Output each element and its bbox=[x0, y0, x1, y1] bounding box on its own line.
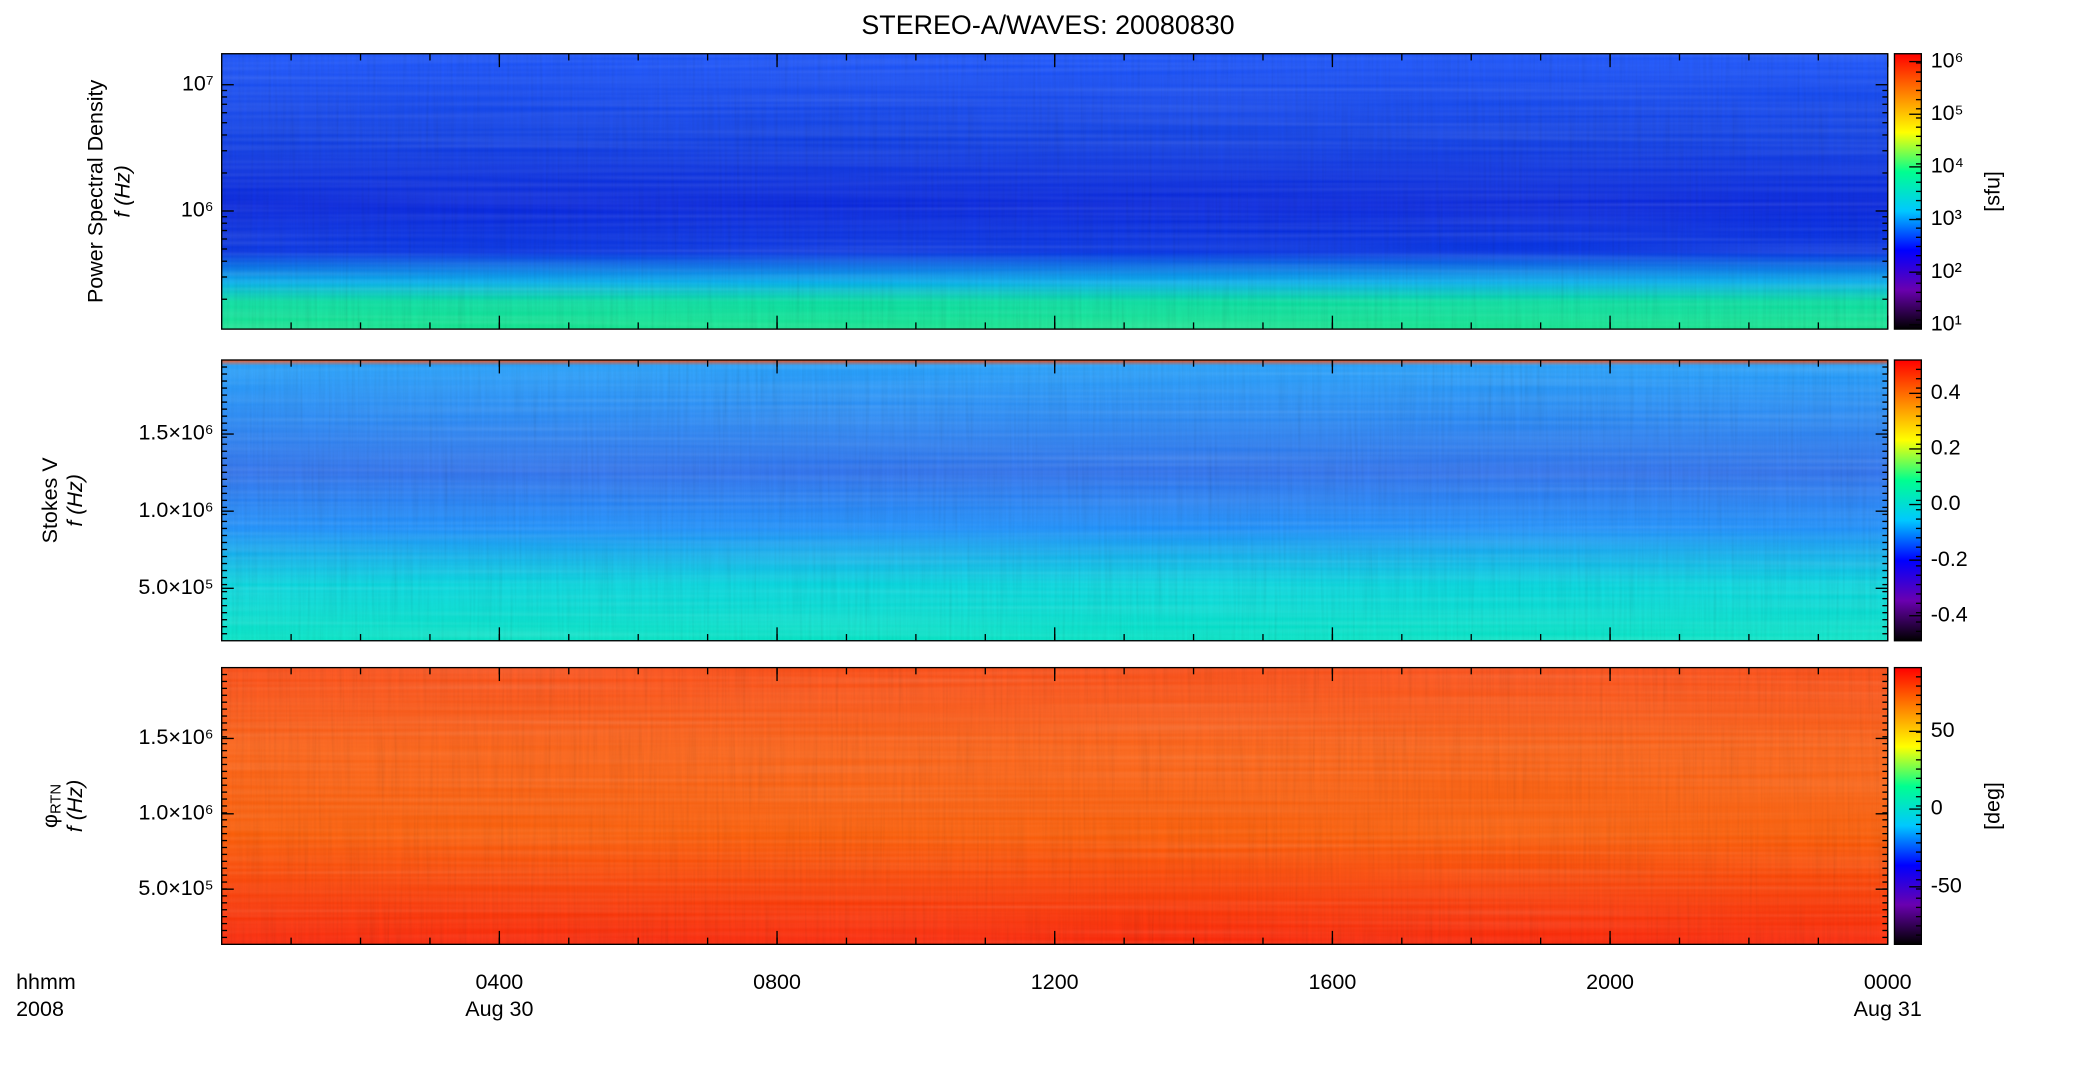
colorbar-tick-label: 10⁵ bbox=[1931, 101, 1964, 125]
colorbar-tick-label: 10¹ bbox=[1931, 312, 1962, 336]
y-axis-label: φRTN bbox=[38, 784, 65, 828]
colorbar-tick-label: -50 bbox=[1931, 873, 1962, 897]
x-tick-label: 0400 bbox=[475, 970, 523, 994]
colorbar-label: [sfu] bbox=[1981, 171, 2005, 212]
x-tick-label: 0800 bbox=[753, 970, 801, 994]
x-axis-label: hhmm bbox=[16, 970, 76, 994]
x-tick-label: 1600 bbox=[1308, 970, 1356, 994]
colorbar-tick-label: 0.2 bbox=[1931, 436, 1961, 460]
colorbar-tick-label: 50 bbox=[1931, 718, 1955, 742]
colorbar-tick-label: -0.2 bbox=[1931, 547, 1968, 571]
y-tick-label: 1.5×10⁶ bbox=[138, 725, 213, 749]
y-tick-label: 10⁶ bbox=[181, 198, 214, 222]
colorbar-tick-label: 10⁶ bbox=[1931, 48, 1964, 72]
y-tick-label: 5.0×10⁵ bbox=[138, 575, 213, 599]
colorbar-label: [deg] bbox=[1981, 782, 2005, 830]
spectrogram-bands bbox=[221, 667, 1888, 945]
x-date-label: Aug 31 bbox=[1854, 997, 1922, 1021]
y-tick-label: 1.5×10⁶ bbox=[138, 421, 213, 445]
spectrogram-bands bbox=[221, 360, 1888, 641]
colorbar-tick-label: 10³ bbox=[1931, 206, 1962, 230]
y-axis-label: Power Spectral Density bbox=[83, 80, 107, 304]
figure-title: STEREO-A/WAVES: 20080830 bbox=[861, 10, 1234, 40]
colorbar-tick-label: 0.4 bbox=[1931, 380, 1961, 404]
y-tick-label: 10⁷ bbox=[182, 71, 214, 95]
x-tick-label: 0000 bbox=[1864, 970, 1912, 994]
x-date-label: Aug 30 bbox=[465, 997, 533, 1021]
y-tick-label: 1.0×10⁶ bbox=[138, 800, 213, 824]
spectrogram-bands bbox=[221, 53, 1888, 330]
colorbar-tick-label: 0.0 bbox=[1931, 491, 1961, 515]
x-tick-label: 2000 bbox=[1586, 970, 1634, 994]
x-axis-year: 2008 bbox=[16, 997, 64, 1021]
colorbar-tick-label: 10⁴ bbox=[1931, 154, 1964, 178]
colorbar-tick-label: -0.4 bbox=[1931, 602, 1968, 626]
x-tick-label: 1200 bbox=[1031, 970, 1079, 994]
colorbar-tick-label: 10² bbox=[1931, 259, 1962, 283]
y-axis-label: Stokes V bbox=[38, 457, 62, 544]
y-axis-label-2: f (Hz) bbox=[63, 474, 87, 527]
y-axis-label-2: f (Hz) bbox=[63, 780, 87, 833]
y-axis-label-2: f (Hz) bbox=[110, 165, 134, 218]
y-tick-label: 1.0×10⁶ bbox=[138, 498, 213, 522]
y-axis-label-text: Stokes V bbox=[38, 457, 62, 544]
y-axis-label-text: Power Spectral Density bbox=[83, 80, 107, 304]
y-axis-label-text: φ bbox=[38, 814, 62, 828]
colorbar-tick-label: 0 bbox=[1931, 796, 1943, 820]
y-tick-label: 5.0×10⁵ bbox=[138, 876, 213, 900]
panel: 10⁷ 10⁶ Power Spectral Density f (Hz) 10⁶ 10⁵… bbox=[83, 48, 2004, 335]
y-axis-label-subscript: RTN bbox=[48, 784, 64, 814]
